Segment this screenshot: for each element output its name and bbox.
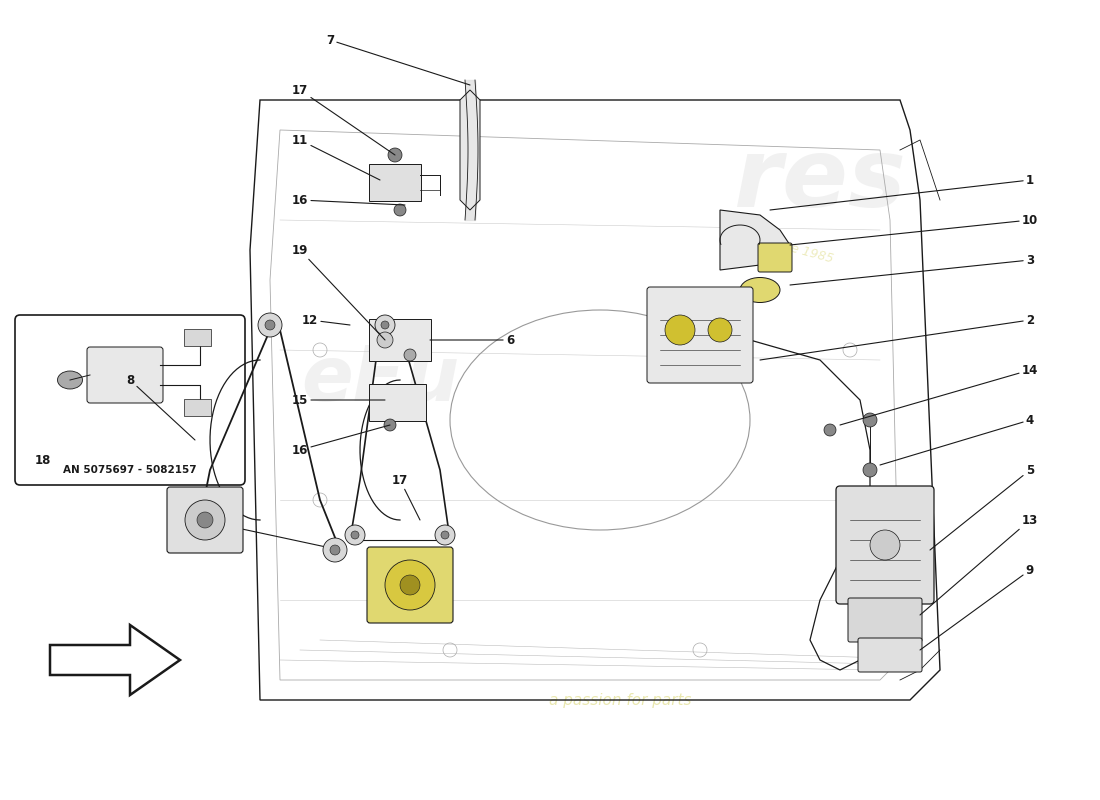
Text: 11: 11 bbox=[292, 134, 379, 180]
Circle shape bbox=[197, 512, 213, 528]
FancyBboxPatch shape bbox=[758, 243, 792, 272]
Circle shape bbox=[385, 560, 435, 610]
Circle shape bbox=[384, 419, 396, 431]
Text: 3: 3 bbox=[790, 254, 1034, 285]
Circle shape bbox=[192, 498, 217, 522]
Text: 17: 17 bbox=[292, 83, 395, 155]
Text: 5: 5 bbox=[930, 463, 1034, 550]
Text: 12: 12 bbox=[301, 314, 350, 326]
Text: 16: 16 bbox=[292, 194, 405, 206]
Circle shape bbox=[323, 538, 346, 562]
Text: 15: 15 bbox=[292, 394, 385, 406]
Circle shape bbox=[864, 413, 877, 427]
Circle shape bbox=[404, 349, 416, 361]
Circle shape bbox=[388, 148, 401, 162]
Circle shape bbox=[864, 463, 877, 477]
FancyBboxPatch shape bbox=[184, 399, 211, 416]
Polygon shape bbox=[720, 210, 790, 270]
Ellipse shape bbox=[57, 371, 82, 389]
Circle shape bbox=[381, 321, 389, 329]
Text: 6: 6 bbox=[430, 334, 514, 346]
Text: 16: 16 bbox=[292, 425, 390, 457]
Circle shape bbox=[345, 525, 365, 545]
Text: 19: 19 bbox=[292, 243, 385, 340]
FancyBboxPatch shape bbox=[368, 164, 421, 201]
Circle shape bbox=[377, 332, 393, 348]
Text: eEu: eEu bbox=[301, 343, 459, 417]
Text: 1: 1 bbox=[770, 174, 1034, 210]
Text: 10: 10 bbox=[790, 214, 1038, 245]
Text: AN 5075697 - 5082157: AN 5075697 - 5082157 bbox=[63, 465, 197, 475]
FancyBboxPatch shape bbox=[167, 487, 243, 553]
Text: 14: 14 bbox=[840, 363, 1038, 425]
FancyBboxPatch shape bbox=[368, 384, 426, 421]
Text: res: res bbox=[734, 134, 906, 226]
FancyBboxPatch shape bbox=[368, 319, 431, 361]
Circle shape bbox=[400, 575, 420, 595]
Text: 13: 13 bbox=[920, 514, 1038, 615]
Circle shape bbox=[824, 424, 836, 436]
Circle shape bbox=[351, 531, 359, 539]
Text: 2: 2 bbox=[760, 314, 1034, 360]
Polygon shape bbox=[460, 90, 480, 210]
FancyBboxPatch shape bbox=[848, 598, 922, 642]
FancyBboxPatch shape bbox=[184, 329, 211, 346]
Text: a passion for parts: a passion for parts bbox=[549, 693, 691, 707]
FancyBboxPatch shape bbox=[647, 287, 754, 383]
FancyBboxPatch shape bbox=[367, 547, 453, 623]
Ellipse shape bbox=[740, 278, 780, 302]
Circle shape bbox=[441, 531, 449, 539]
Text: 7: 7 bbox=[326, 34, 470, 85]
FancyBboxPatch shape bbox=[836, 486, 934, 604]
Circle shape bbox=[666, 315, 695, 345]
Circle shape bbox=[185, 500, 226, 540]
FancyBboxPatch shape bbox=[858, 638, 922, 672]
Text: 8: 8 bbox=[125, 374, 195, 440]
Text: 9: 9 bbox=[920, 563, 1034, 650]
Circle shape bbox=[434, 525, 455, 545]
Text: 18: 18 bbox=[35, 454, 52, 466]
Text: since 1985: since 1985 bbox=[766, 235, 835, 265]
Text: 17: 17 bbox=[392, 474, 420, 520]
Circle shape bbox=[330, 545, 340, 555]
Text: 4: 4 bbox=[880, 414, 1034, 465]
Circle shape bbox=[265, 320, 275, 330]
Circle shape bbox=[200, 505, 210, 515]
Circle shape bbox=[375, 315, 395, 335]
Circle shape bbox=[258, 313, 282, 337]
Circle shape bbox=[708, 318, 732, 342]
Circle shape bbox=[394, 204, 406, 216]
Circle shape bbox=[870, 530, 900, 560]
FancyBboxPatch shape bbox=[87, 347, 163, 403]
